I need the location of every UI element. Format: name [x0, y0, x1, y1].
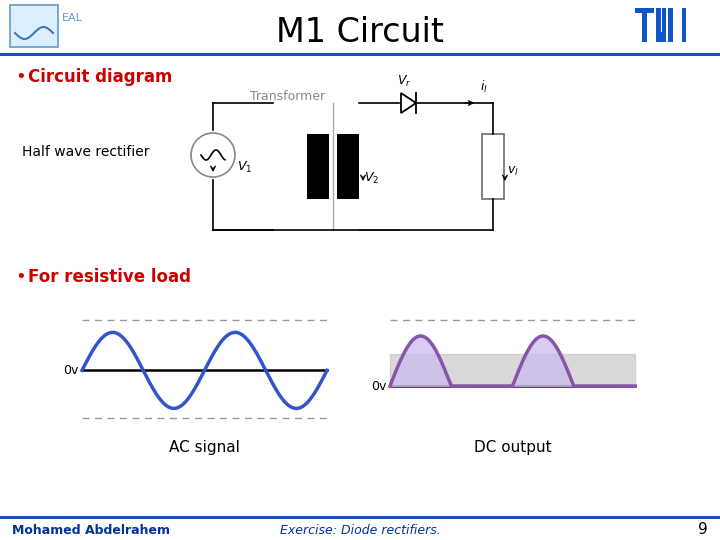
Text: $V_1$: $V_1$: [237, 160, 252, 175]
Text: Circuit diagram: Circuit diagram: [28, 68, 172, 86]
Bar: [656, 8, 660, 42]
Bar: [0, 53, 720, 56]
Bar: [662, 8, 666, 42]
Text: $v_l$: $v_l$: [507, 165, 519, 178]
Text: 9: 9: [698, 523, 708, 537]
Text: $V_2$: $V_2$: [364, 171, 379, 186]
Text: AC signal: AC signal: [169, 440, 240, 455]
Bar: [10, 5, 58, 47]
Bar: [635, 8, 654, 13]
Bar: [0, 516, 720, 518]
Text: 0v: 0v: [63, 364, 78, 377]
Bar: [682, 8, 686, 42]
Text: 0v: 0v: [371, 380, 386, 393]
Text: M1 Circuit: M1 Circuit: [276, 17, 444, 50]
Text: For resistive load: For resistive load: [28, 268, 191, 286]
Bar: [668, 8, 672, 42]
Text: Transformer: Transformer: [251, 90, 325, 103]
Text: Half wave rectifier: Half wave rectifier: [22, 145, 150, 159]
Bar: [482, 134, 504, 199]
Polygon shape: [672, 8, 678, 26]
Text: •: •: [15, 68, 26, 86]
Text: •: •: [15, 268, 26, 286]
Circle shape: [191, 133, 235, 177]
Bar: [307, 134, 329, 199]
Text: Exercise: Diode rectifiers.: Exercise: Diode rectifiers.: [279, 523, 441, 537]
Bar: [660, 32, 666, 42]
Text: $i_l$: $i_l$: [480, 79, 488, 95]
Bar: [642, 13, 647, 42]
Polygon shape: [678, 8, 682, 26]
Text: Mohamed Abdelrahem: Mohamed Abdelrahem: [12, 523, 170, 537]
Text: EAL: EAL: [62, 13, 83, 23]
Text: DC output: DC output: [474, 440, 552, 455]
Bar: [337, 134, 359, 199]
Text: $V_r$: $V_r$: [397, 74, 411, 89]
